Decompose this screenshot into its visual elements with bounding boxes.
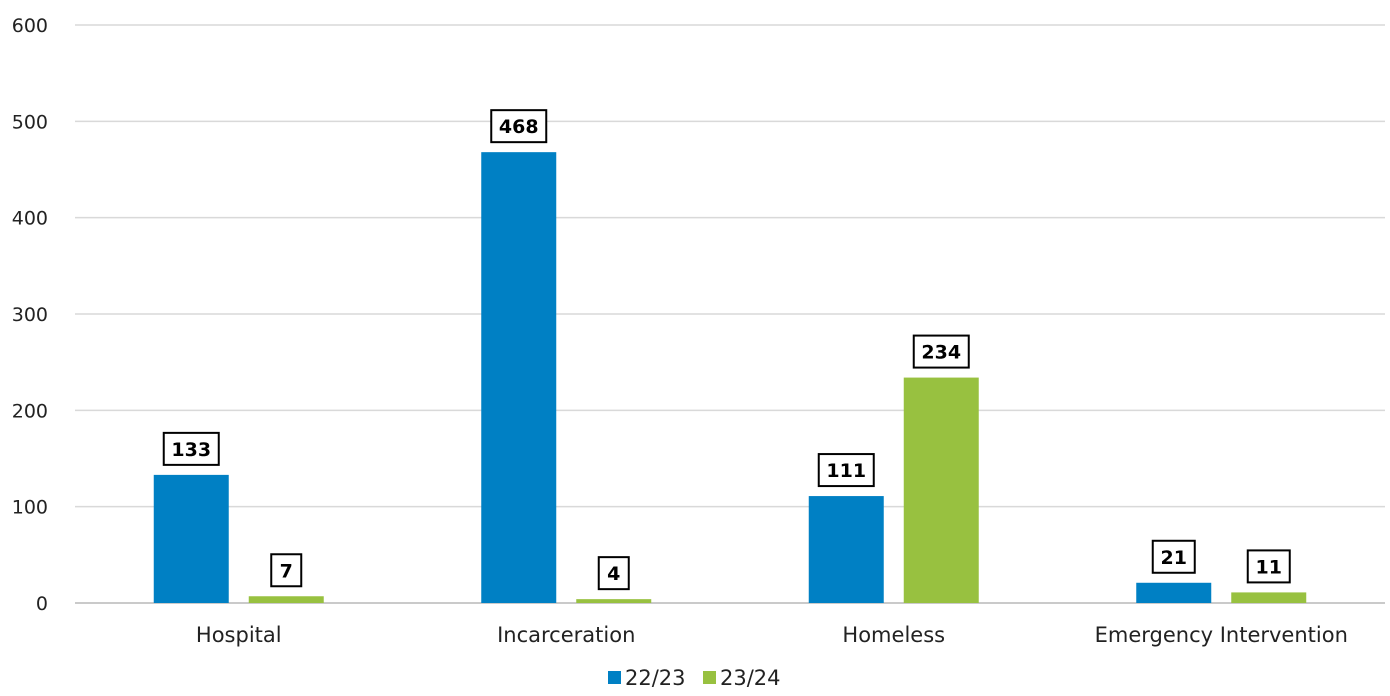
x-axis-category-labels: Hospital Incarceration Homeless Emergency I…	[196, 623, 1348, 647]
bars	[153, 152, 1307, 603]
y-tick-label-600: 600	[12, 15, 48, 37]
data-label-hospital-23-24: 7	[270, 553, 303, 588]
data-label-box	[912, 334, 970, 369]
data-label-value: 11	[1256, 556, 1282, 578]
y-tick-label-400: 400	[12, 208, 48, 230]
bar-incarceration-23-24	[576, 599, 652, 603]
category-label-emergency-intervention: Emergency Intervention	[1095, 623, 1348, 647]
data-label-box	[1151, 539, 1196, 574]
data-label-box	[490, 109, 548, 144]
legend-swatch	[608, 671, 621, 684]
data-label-homeless-22-23: 111	[817, 453, 875, 488]
data-label-value: 7	[280, 560, 293, 582]
data-label-incarceration-23-24: 4	[597, 556, 630, 591]
y-tick-label-0: 0	[36, 593, 48, 615]
y-tick-label-100: 100	[12, 497, 48, 519]
category-label-incarceration: Incarceration	[497, 623, 635, 647]
data-label-emergency-intervention-22-23: 21	[1151, 539, 1196, 574]
data-label-value: 234	[921, 342, 961, 364]
y-tick-label-500: 500	[12, 111, 48, 133]
y-tick-label-300: 300	[12, 304, 48, 326]
category-label-hospital: Hospital	[196, 623, 282, 647]
data-label-homeless-23-24: 234	[912, 334, 970, 369]
bar-homeless-23-24	[903, 377, 979, 603]
data-label-value: 4	[607, 563, 620, 585]
data-label-box	[270, 553, 303, 588]
gridlines	[75, 24, 1385, 604]
data-label-value: 21	[1161, 547, 1187, 569]
y-tick-label-200: 200	[12, 400, 48, 422]
bar-homeless-22-23	[808, 496, 884, 603]
legend-label: 23/24	[720, 666, 781, 690]
data-label-box	[597, 556, 630, 591]
bar-hospital-23-24	[248, 596, 324, 603]
bar-incarceration-22-23	[481, 152, 557, 603]
data-label-box	[162, 431, 220, 466]
category-label-homeless: Homeless	[842, 623, 945, 647]
y-axis-tick-labels: 0 100 200 300 400 500 600	[12, 15, 48, 615]
data-label-box	[817, 453, 875, 488]
data-label-value: 133	[171, 439, 211, 461]
bar-hospital-22-23	[153, 474, 229, 603]
data-label-hospital-22-23: 133	[162, 431, 220, 466]
data-label-emergency-intervention-23-24: 11	[1246, 549, 1291, 584]
data-labels: 133 7 468 4 111 234 21 11	[162, 109, 1291, 591]
data-label-incarceration-22-23: 468	[490, 109, 548, 144]
data-label-box	[1246, 549, 1291, 584]
legend-item-22-23: 22/23	[608, 666, 686, 690]
legend-swatch	[703, 671, 716, 684]
data-label-value: 111	[826, 460, 866, 482]
bar-emergency-intervention-23-24	[1231, 592, 1307, 603]
legend: 22/23 23/24	[608, 666, 781, 690]
bar-emergency-intervention-22-23	[1136, 582, 1212, 603]
data-label-value: 468	[499, 116, 539, 138]
legend-label: 22/23	[625, 666, 686, 690]
legend-item-23-24: 23/24	[703, 666, 781, 690]
